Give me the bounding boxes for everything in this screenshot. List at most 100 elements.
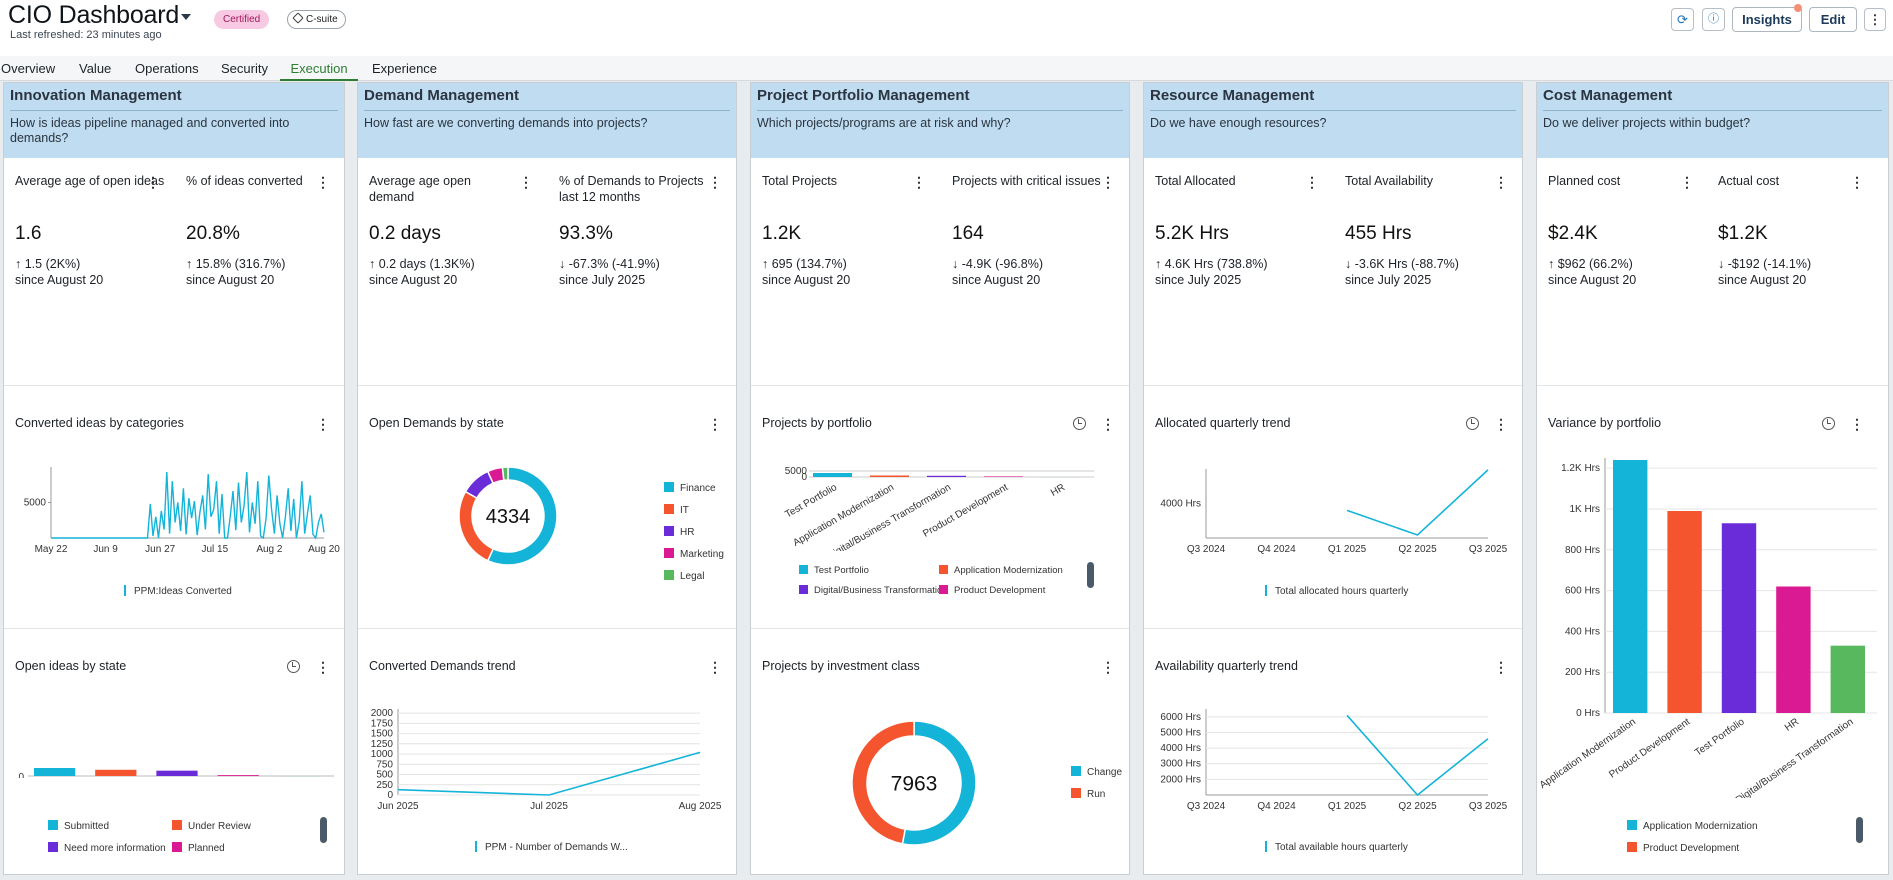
insights-button[interactable]: Insights — [1732, 7, 1802, 32]
kpi-label: Planned cost — [1548, 174, 1621, 188]
x-tick-label: Aug 20 — [308, 544, 340, 555]
variance-by-portfolio-chart: 0 Hrs 200 Hrs 400 Hrs 600 Hrs 800 Hrs 1K Hrs 1… — [1538, 458, 1877, 798]
kpi-delta: ↓ -$192 (-14.1%) — [1718, 257, 1812, 271]
more-options-icon[interactable]: ⋮ — [1101, 659, 1115, 675]
tab-operations[interactable]: Operations — [135, 61, 199, 76]
bar — [95, 769, 137, 776]
x-tick-label: Test Portfolio — [1693, 716, 1747, 758]
kpi-since: since August 20 — [186, 273, 275, 287]
more-options-icon[interactable]: ⋮ — [316, 659, 330, 675]
more-options-icon[interactable]: ⋮ — [1101, 174, 1115, 190]
series-line — [1346, 714, 1489, 797]
more-options-icon[interactable]: ⋮ — [1850, 416, 1864, 432]
kpi-delta: ↑ $962 (66.2%) — [1548, 257, 1633, 271]
arrow-up-icon: ↑ — [369, 257, 379, 271]
tab-experience[interactable]: Experience — [372, 61, 438, 76]
panel-question: Which projects/programs are at risk and … — [757, 116, 1011, 130]
x-tick-label: Q3 2025 — [1469, 801, 1508, 812]
kpi-label: Actual cost — [1718, 174, 1780, 188]
y-tick-label: 3000 Hrs — [1160, 759, 1201, 770]
panel-header: Demand Management How fast are we conver… — [358, 83, 736, 158]
history-icon[interactable] — [1822, 417, 1835, 430]
panel-question: How is ideas pipeline managed and conver… — [10, 116, 290, 145]
more-options-icon[interactable]: ⋮ — [519, 174, 533, 190]
more-options-icon[interactable]: ⋮ — [1680, 174, 1694, 190]
x-tick-label: May 22 — [35, 544, 68, 555]
more-options-icon[interactable]: ⋮ — [1850, 174, 1864, 190]
kpi-since: since August 20 — [369, 273, 458, 287]
kpi-delta: ↑ 0.2 days (1.3K%) — [369, 257, 475, 271]
history-icon[interactable] — [1073, 417, 1086, 430]
history-icon[interactable] — [1466, 417, 1479, 430]
availability-trend-chart: 2000 Hrs 3000 Hrs 4000 Hrs 5000 Hrs 6000 Hrs… — [1160, 709, 1508, 812]
legend-item: PPM:Ideas Converted — [134, 586, 232, 597]
chart-legend: PPM:Ideas Converted — [124, 585, 232, 597]
more-options-icon[interactable]: ⋮ — [1305, 174, 1319, 190]
more-options-icon[interactable]: ⋮ — [1494, 416, 1508, 432]
y-tick-label: 2000 Hrs — [1160, 774, 1201, 785]
legend-scrollbar[interactable] — [1856, 817, 1863, 843]
donut-total: 7963 — [891, 772, 938, 795]
tab-execution[interactable]: Execution — [280, 56, 358, 81]
tab-overview[interactable]: Overview — [1, 61, 56, 76]
more-options-icon[interactable]: ⋮ — [1864, 8, 1886, 31]
kpi-delta: ↑ 4.6K Hrs (738.8%) — [1155, 257, 1268, 271]
legend-scrollbar[interactable] — [320, 817, 327, 843]
more-options-icon[interactable]: ⋮ — [1494, 174, 1508, 190]
legend-item: Marketing — [664, 544, 724, 566]
kpi-label: % of Demands to Projects last 12 months — [559, 174, 704, 204]
page-title: CIO Dashboard — [8, 1, 180, 29]
y-tick-label: 0 — [801, 472, 807, 483]
more-options-icon[interactable]: ⋮ — [708, 416, 722, 432]
more-options-icon[interactable]: ⋮ — [316, 174, 330, 190]
arrow-down-icon: ↓ — [559, 257, 569, 271]
legend-item: Legal — [664, 566, 724, 588]
last-refreshed: Last refreshed: 23 minutes ago — [10, 29, 162, 41]
bar — [217, 775, 259, 776]
x-tick-label: Q3 2025 — [1469, 544, 1508, 555]
more-options-icon[interactable]: ⋮ — [146, 174, 160, 190]
more-options-icon[interactable]: ⋮ — [316, 416, 330, 432]
donut-total: 4334 — [486, 506, 531, 528]
info-button[interactable]: ⓘ — [1702, 8, 1725, 31]
chart-legend: Total allocated hours quarterly — [1265, 585, 1408, 597]
legend-item: Test Portfolio — [814, 565, 869, 576]
y-tick-label: 5000 — [785, 466, 808, 477]
y-tick-label: 6000 Hrs — [1160, 712, 1201, 723]
x-tick-label: Q2 2025 — [1398, 544, 1437, 555]
more-options-icon[interactable]: ⋮ — [912, 174, 926, 190]
title-dropdown-icon[interactable] — [181, 14, 191, 20]
chart-legend: Test Portfolio Application Modernization … — [799, 561, 1063, 601]
kpi-since: since July 2025 — [1345, 273, 1432, 287]
x-tick-label: Q1 2025 — [1328, 544, 1367, 555]
y-tick-label: 0 Hrs — [1576, 708, 1600, 719]
legend-item: Application Modernization — [1643, 821, 1758, 832]
chart-title: Projects by portfolio — [762, 416, 872, 430]
tab-value[interactable]: Value — [79, 61, 112, 76]
tab-security[interactable]: Security — [221, 61, 268, 76]
panel-header: Resource Management Do we have enough re… — [1144, 83, 1522, 158]
y-tick-label: 800 Hrs — [1565, 545, 1600, 556]
more-options-icon[interactable]: ⋮ — [708, 174, 722, 190]
chart-title: Open Demands by state — [369, 416, 504, 430]
legend-scrollbar[interactable] — [1087, 562, 1094, 588]
more-options-icon[interactable]: ⋮ — [1494, 659, 1508, 675]
edit-button[interactable]: Edit — [1809, 7, 1857, 32]
history-icon[interactable] — [287, 660, 300, 673]
bar — [813, 473, 852, 477]
y-tick-label: 5000 Hrs — [1160, 727, 1201, 738]
tag-chip[interactable]: C-suite — [287, 10, 346, 29]
y-tick-label: 1000 — [371, 749, 394, 760]
bar — [984, 476, 1023, 477]
more-options-icon[interactable]: ⋮ — [1101, 416, 1115, 432]
project-portfolio-panel: Project Portfolio Management Which proje… — [750, 82, 1130, 875]
refresh-button[interactable]: ⟳ — [1671, 8, 1694, 31]
panel-header: Project Portfolio Management Which proje… — [751, 83, 1129, 158]
chart-title: Allocated quarterly trend — [1155, 416, 1291, 430]
kpi-label: Total Projects — [762, 174, 838, 188]
more-options-icon[interactable]: ⋮ — [708, 659, 722, 675]
chart-title: Projects by investment class — [762, 659, 920, 673]
y-tick-label: 200 Hrs — [1565, 667, 1600, 678]
y-tick-label: 1.2K Hrs — [1561, 463, 1600, 474]
